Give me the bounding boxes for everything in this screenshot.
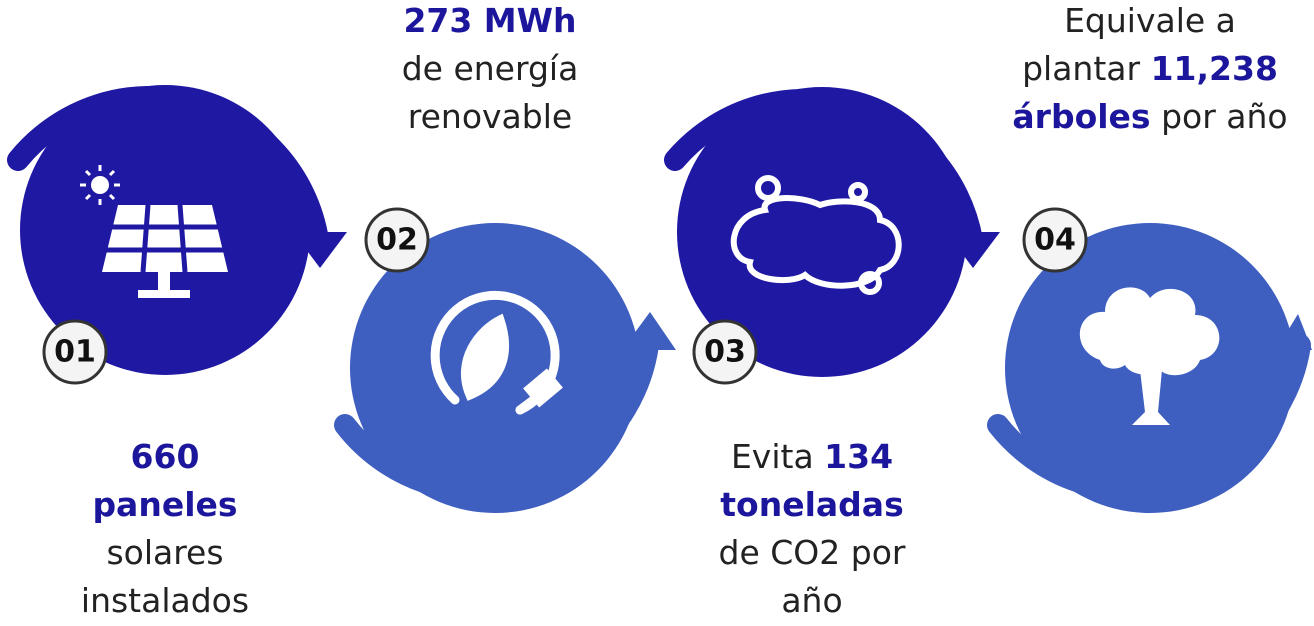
caption-text: Evita: [731, 437, 824, 476]
arrowhead-2: [622, 312, 676, 350]
caption-text: Equivale a: [1064, 1, 1236, 40]
arc-1: [7, 85, 329, 251]
badge: [364, 207, 430, 273]
solar-icon: [80, 165, 228, 298]
cloud-icon: [730, 175, 902, 295]
caption-line: toneladas: [720, 485, 903, 524]
caption-text: renovable: [408, 97, 572, 136]
arc-4: [987, 334, 1311, 502]
caption-line: de energía: [402, 49, 579, 88]
caption-line: solares: [106, 533, 223, 572]
caption-text: de energía: [402, 49, 579, 88]
caption-text: plantar: [1022, 49, 1150, 88]
energy-icon: [430, 290, 563, 415]
caption-text: de CO2 por: [719, 533, 906, 572]
caption-line: año: [781, 581, 842, 620]
caption-line: 273 MWh: [403, 1, 576, 40]
caption-line: Evita 134: [731, 437, 893, 476]
caption-line: renovable: [408, 97, 572, 136]
arc-2: [334, 334, 659, 503]
arrows: [7, 85, 1311, 503]
circle-3: [677, 87, 967, 377]
caption-line: plantar 11,238: [1022, 49, 1278, 88]
caption-line: 660: [131, 437, 200, 476]
badge-number: 03: [704, 335, 746, 370]
caption-text: por año: [1151, 97, 1288, 136]
caption-line: instalados: [81, 581, 249, 620]
caption-bold: toneladas: [720, 485, 903, 524]
arrowhead-4: [1276, 314, 1312, 350]
caption-text: instalados: [81, 581, 249, 620]
badge: [692, 319, 758, 385]
badge-number: 04: [1034, 223, 1076, 258]
caption-text: solares: [106, 533, 223, 572]
badge-number: 02: [376, 223, 418, 258]
caption-line: de CO2 por: [719, 533, 906, 572]
caption-line: paneles: [92, 485, 237, 524]
caption-line: Equivale a: [1064, 1, 1236, 40]
arc-3: [664, 88, 983, 251]
caption-bold: paneles: [92, 485, 237, 524]
caption-bold: 660: [131, 437, 200, 476]
caption-line: árboles por año: [1012, 97, 1287, 136]
caption-bold: 11,238: [1151, 49, 1278, 88]
badge-number: 01: [54, 335, 96, 370]
caption-bold: 273 MWh: [403, 1, 576, 40]
arrowhead-1: [293, 232, 347, 268]
caption-bold: 134: [824, 437, 893, 476]
arrowhead-3: [946, 232, 1000, 268]
tree-icon: [1079, 287, 1220, 425]
badge: [1022, 207, 1088, 273]
caption-bold: árboles: [1012, 97, 1150, 136]
texts: 01 660 paneles solares instalados 02 273 MWh de…: [42, 1, 1288, 620]
caption-text: año: [781, 581, 842, 620]
badge: [42, 319, 108, 385]
